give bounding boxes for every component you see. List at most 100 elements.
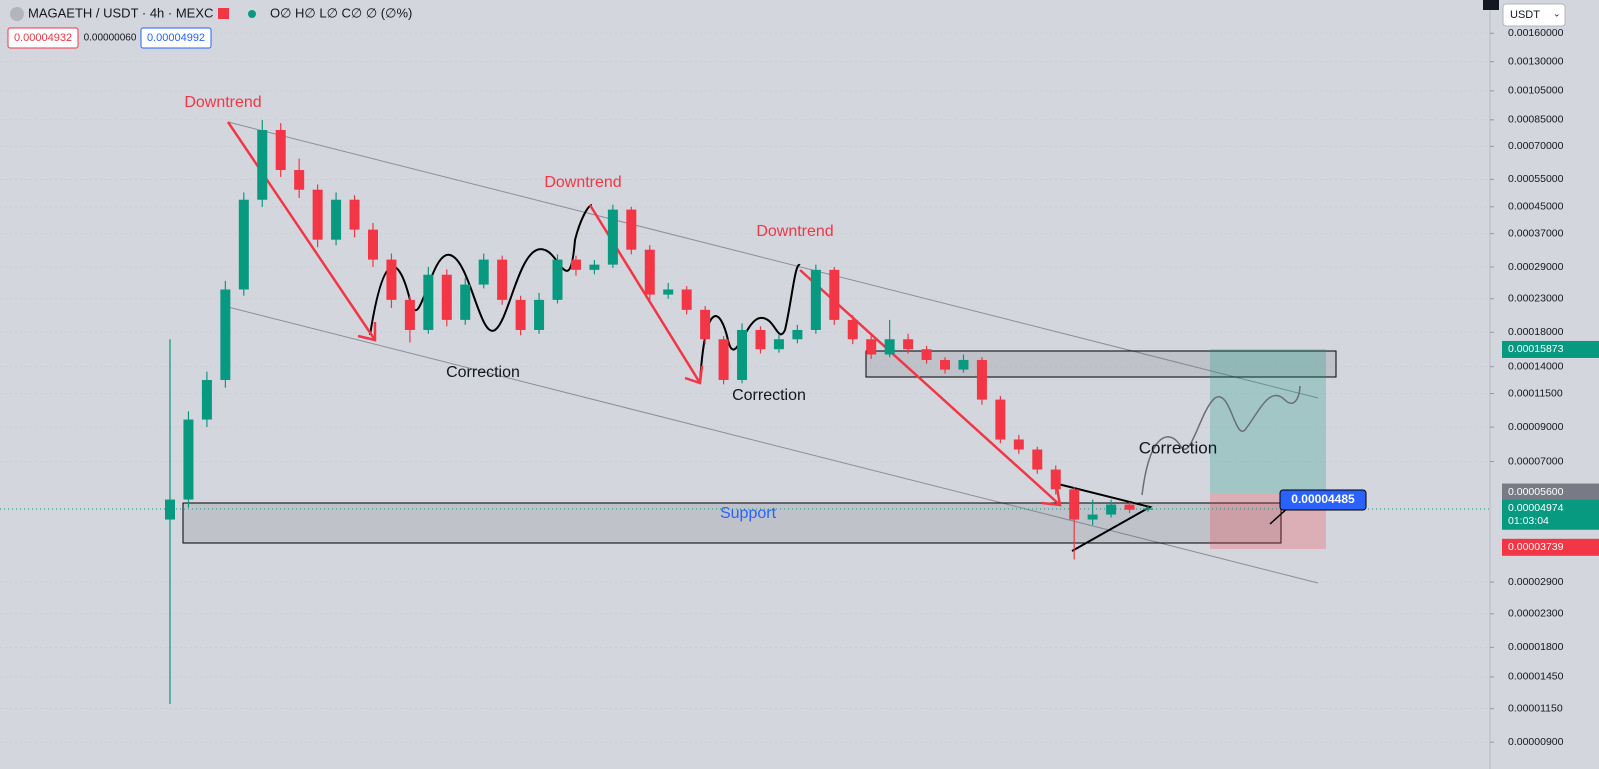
candle-body (404, 299, 415, 330)
candle-body (1050, 469, 1061, 490)
candle-body (201, 379, 212, 420)
candle-body (1143, 508, 1153, 510)
candle-body (534, 299, 545, 330)
arrow-line (226, 121, 377, 341)
candle-body (220, 289, 231, 380)
menu-caret: ⌄ (1553, 8, 1561, 18)
triangle (1057, 483, 1153, 552)
candle-body (663, 289, 674, 295)
buy-price: 0.00004992 (147, 32, 205, 44)
downtrend-label: Downtrend (184, 94, 261, 111)
candle-body (238, 199, 249, 290)
candle-body (626, 209, 637, 250)
candle-body (183, 419, 194, 500)
candle-body (1032, 449, 1043, 470)
toolbar-button[interactable] (1483, 0, 1499, 10)
price-tag-label: 0.00004974 (1508, 502, 1564, 514)
y-tick-label: 0.00000900 (1508, 736, 1564, 748)
y-tick-label: 0.00085000 (1508, 114, 1564, 126)
correction-label: Correction (1139, 438, 1217, 457)
y-tick-label: 0.00002900 (1508, 576, 1564, 588)
candle-body (460, 284, 471, 320)
candle-body (700, 309, 711, 340)
candle-body (331, 199, 342, 240)
candle-body (718, 339, 729, 380)
y-tick-label: 0.00160000 (1508, 27, 1564, 39)
candle-body (367, 229, 378, 260)
candle-body (552, 259, 563, 300)
candle-body (884, 339, 895, 355)
candle-body (1013, 439, 1024, 450)
y-tick-label: 0.00011500 (1508, 387, 1563, 399)
y-tick-label: 0.00023000 (1508, 292, 1564, 304)
candle-body (349, 199, 360, 230)
candle-body (294, 170, 305, 190)
correction-label: Correction (732, 387, 806, 404)
candle-body (847, 319, 858, 340)
candle-body (995, 399, 1006, 440)
projection-path (1141, 385, 1301, 496)
candle-body (441, 274, 452, 320)
y-tick-label: 0.00007000 (1508, 455, 1564, 467)
candle-body (792, 329, 803, 340)
candle-body (681, 289, 692, 310)
price-tag (1502, 483, 1599, 501)
y-tick-label: 0.00105000 (1508, 85, 1564, 97)
candle-body (570, 259, 581, 270)
buy-button[interactable] (140, 27, 212, 49)
candle-body (478, 259, 489, 285)
y-tick-label: 0.00009000 (1508, 421, 1564, 433)
currency-menu-text: USDT (1510, 9, 1540, 21)
y-tick-label: 0.00001150 (1508, 702, 1563, 714)
candle-body (589, 264, 600, 270)
price-tag (1502, 340, 1599, 358)
support-label: Support (720, 505, 777, 522)
y-tick-label: 0.00002300 (1508, 608, 1564, 620)
candle-body (312, 189, 323, 240)
y-tick-label: 0.00014000 (1508, 360, 1564, 372)
price-tag (1502, 538, 1599, 556)
channel-upper (227, 121, 1319, 399)
price-tag-label: 0.00005600 (1508, 486, 1564, 498)
price-tag-countdown: 01:03:04 (1508, 515, 1549, 527)
spread: 0.00000060 (84, 33, 137, 44)
header: MAGAETH / USDT · 4h · MEXC O∅ H∅ L∅ C∅ ∅… (7, 0, 1566, 49)
candle-body (386, 259, 397, 300)
currency-menu[interactable] (1502, 3, 1566, 27)
grid (0, 32, 1490, 743)
y-tick-label: 0.00037000 (1508, 227, 1564, 239)
correction-label: Correction (446, 364, 520, 381)
price-tag-label: 0.00015873 (1508, 343, 1564, 355)
arrow-head (357, 322, 377, 342)
candle-body (958, 359, 969, 370)
price-axis: 0.00160000 0.00130000 0.00105000 0.00085000… (1490, 27, 1599, 748)
candle-body (921, 349, 932, 360)
candle-body (1106, 504, 1117, 515)
flag-icon (218, 8, 229, 19)
downtrend-label: Downtrend (756, 223, 833, 240)
candle-body (607, 209, 618, 265)
candle-body (940, 359, 951, 370)
ohlc-legend: O∅ H∅ L∅ C∅ ∅ (∅%) (270, 5, 412, 20)
candle-body (903, 339, 914, 350)
sell-price: 0.00004932 (14, 32, 72, 44)
y-tick-label: 0.00029000 (1508, 261, 1564, 273)
candle-body (1087, 514, 1098, 520)
symbol-title: MAGAETH / USDT · 4h · MEXC (28, 5, 213, 20)
candle-body (644, 249, 655, 295)
arrow-head (684, 365, 704, 385)
y-tick-label: 0.00045000 (1508, 201, 1564, 213)
sell-button[interactable] (7, 27, 79, 49)
candle-body (515, 299, 526, 330)
candle-body (829, 269, 840, 320)
y-tick-label: 0.00055000 (1508, 173, 1564, 185)
y-tick-label: 0.00001800 (1508, 641, 1564, 653)
arrow-head (1041, 487, 1062, 507)
candle-body (165, 499, 175, 520)
candle-body (275, 130, 286, 171)
candle-body (755, 329, 766, 350)
price-tag (1502, 499, 1599, 530)
candle-body (976, 359, 987, 400)
